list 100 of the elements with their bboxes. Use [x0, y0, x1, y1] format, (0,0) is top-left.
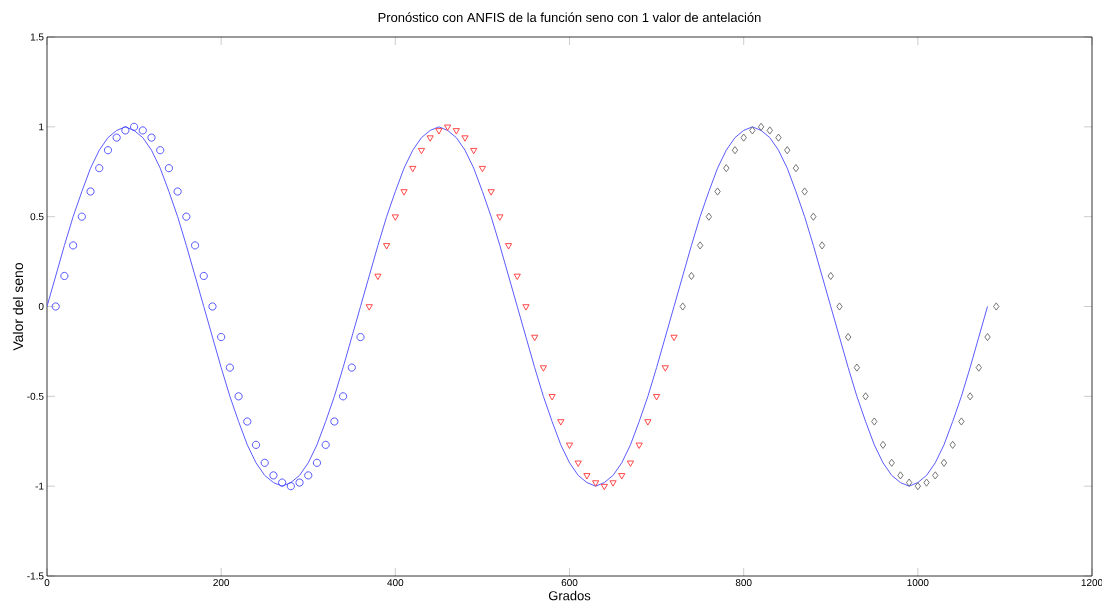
- x-axis-title: Grados: [548, 590, 591, 601]
- x-tick-label: 1200: [1081, 579, 1102, 587]
- point: [409, 165, 417, 173]
- point: [905, 478, 913, 487]
- x-tick-label: 600: [561, 579, 578, 587]
- point: [548, 394, 556, 401]
- point: [653, 394, 661, 401]
- point: [95, 164, 104, 173]
- point: [688, 271, 695, 280]
- point: [356, 333, 365, 342]
- point: [347, 363, 356, 372]
- point: [470, 147, 478, 155]
- point: [714, 187, 721, 196]
- point: [243, 417, 252, 426]
- point: [792, 164, 800, 173]
- point: [984, 333, 991, 342]
- point: [383, 243, 391, 250]
- point: [618, 473, 626, 480]
- point: [295, 478, 304, 487]
- point: [958, 417, 965, 426]
- point: [147, 133, 156, 142]
- point: [69, 241, 78, 250]
- y-tick-label: -0.5: [27, 392, 44, 400]
- x-tick-label: 800: [735, 579, 752, 587]
- point: [923, 478, 930, 487]
- point: [321, 440, 330, 449]
- point: [339, 392, 348, 401]
- point: [810, 212, 817, 221]
- point: [600, 483, 608, 491]
- point: [696, 241, 704, 250]
- point: [975, 363, 982, 372]
- point: [426, 135, 434, 142]
- point: [932, 471, 939, 480]
- point: [304, 471, 313, 480]
- point: [818, 241, 826, 250]
- point: [60, 271, 69, 280]
- point: [138, 126, 147, 135]
- point: [897, 471, 904, 480]
- point: [940, 458, 948, 467]
- point: [417, 147, 426, 155]
- point: [461, 135, 469, 142]
- point: [269, 471, 278, 480]
- point: [374, 273, 382, 280]
- point: [51, 302, 60, 311]
- point: [130, 122, 139, 131]
- point: [234, 392, 243, 401]
- point: [77, 212, 86, 221]
- point: [845, 333, 852, 342]
- point: [827, 271, 834, 280]
- point: [966, 392, 974, 401]
- y-tick-label: -1: [35, 482, 44, 490]
- point: [635, 442, 643, 449]
- point: [260, 458, 269, 467]
- point: [478, 165, 486, 173]
- point: [731, 146, 739, 155]
- y-tick-label: 0.5: [30, 213, 44, 221]
- point: [757, 122, 765, 131]
- point: [365, 304, 373, 311]
- point: [871, 417, 878, 426]
- y-tick-label: 1.5: [30, 33, 44, 41]
- x-tick-label: 0: [44, 579, 50, 587]
- point: [400, 189, 408, 196]
- point: [557, 419, 565, 426]
- point: [173, 187, 182, 196]
- point: [251, 440, 261, 449]
- point: [103, 146, 113, 155]
- point: [879, 440, 887, 449]
- point: [504, 243, 513, 250]
- point: [208, 302, 217, 311]
- point: [784, 146, 791, 155]
- point: [853, 363, 861, 372]
- point: [391, 214, 399, 221]
- point: [496, 214, 504, 221]
- point: [993, 302, 1000, 311]
- point: [670, 334, 678, 342]
- point: [487, 189, 495, 196]
- point: [565, 442, 574, 449]
- point: [775, 133, 782, 142]
- point: [330, 417, 339, 426]
- y-tick-label: -1.5: [27, 572, 44, 580]
- point: [949, 440, 956, 449]
- point: [452, 128, 460, 135]
- point: [286, 482, 295, 491]
- point: [225, 363, 234, 372]
- x-tick-label: 400: [387, 579, 404, 587]
- point: [644, 419, 652, 426]
- point: [156, 146, 165, 155]
- chart-title: Pronóstico con ANFIS de la función seno con 1 valor de antelación: [378, 12, 761, 23]
- point: [182, 212, 191, 221]
- point: [574, 460, 582, 467]
- point: [888, 458, 895, 467]
- point: [444, 124, 452, 131]
- point: [513, 273, 521, 280]
- point: [121, 126, 130, 135]
- point: [312, 458, 322, 467]
- point: [749, 126, 756, 135]
- point: [609, 480, 617, 487]
- y-tick-label: 1: [39, 123, 44, 131]
- point: [531, 334, 539, 342]
- point: [435, 128, 443, 135]
